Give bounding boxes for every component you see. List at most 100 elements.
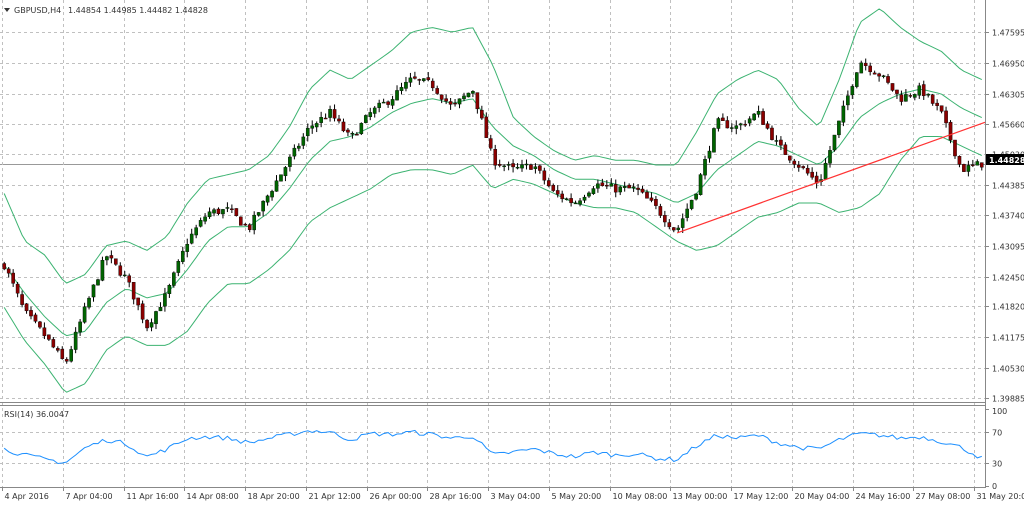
candle-body — [283, 167, 288, 177]
candle-body — [475, 92, 480, 110]
candle-body — [515, 166, 520, 169]
candle-body — [444, 98, 448, 102]
candle-body — [895, 89, 899, 94]
candle-body — [524, 163, 529, 166]
price-tick-label: 1.40530 — [992, 365, 1024, 374]
bollinger-upper-band — [3, 8, 983, 284]
price-tick-label: 1.41820 — [992, 303, 1024, 312]
candle-body — [73, 331, 78, 350]
candle-body — [163, 293, 167, 307]
candle-body — [292, 147, 297, 157]
candle-body — [689, 199, 694, 209]
rsi-tick-label: 70 — [992, 429, 1002, 438]
candle-body — [310, 125, 315, 129]
candle-body — [734, 125, 739, 129]
candle-body — [529, 164, 533, 170]
candle-body — [145, 319, 149, 329]
candle-body — [301, 136, 306, 146]
candle-body — [939, 105, 944, 112]
candle-body — [917, 85, 922, 96]
candle-body — [404, 81, 408, 89]
candle-body — [252, 214, 256, 231]
price-tick-label: 1.43095 — [992, 243, 1024, 252]
candle-body — [506, 164, 511, 166]
rsi-label: RSI(14) 36.0047 — [4, 410, 69, 419]
candle-body — [832, 134, 837, 151]
candle-body — [881, 75, 886, 77]
candle-body — [663, 215, 667, 223]
candle-body — [346, 129, 350, 133]
candle-body — [631, 186, 636, 189]
candle-body — [417, 79, 422, 81]
current-price-box — [986, 154, 1024, 165]
candle-body — [810, 171, 814, 178]
candle-body — [189, 233, 194, 244]
candle-body — [78, 321, 82, 333]
time-tick-label: 14 Apr 08:00 — [187, 492, 239, 501]
candle-body — [850, 86, 855, 96]
price-tick-label: 1.47595 — [992, 29, 1024, 38]
candle-body — [721, 117, 725, 122]
candle-body — [180, 250, 185, 262]
candle-body — [756, 111, 761, 115]
candle-body — [15, 283, 20, 294]
candle-body — [948, 121, 953, 141]
rsi-series — [3, 429, 982, 465]
candle-body — [363, 115, 368, 123]
candle-body — [332, 109, 337, 119]
candle-body — [747, 118, 752, 124]
time-tick-label: 28 Apr 16:00 — [430, 492, 482, 501]
time-axis: 4 Apr 2016 7 Apr 04:00 11 Apr 16:00 14 Apr … — [2, 487, 1024, 501]
candle-body — [962, 164, 966, 172]
candle-body — [439, 94, 444, 100]
candle-body — [654, 199, 658, 206]
candle-body — [480, 109, 484, 119]
candle-body — [542, 170, 547, 181]
candle-body — [172, 272, 176, 286]
time-tick-label: 5 May 20:00 — [552, 492, 602, 501]
current-price-marker: 1.44828 — [986, 154, 1024, 165]
candle-body — [546, 180, 551, 187]
rsi-line — [3, 429, 982, 465]
candle-body — [698, 174, 703, 195]
candle-body — [435, 88, 440, 94]
candle-body — [640, 188, 645, 193]
candle-body — [582, 196, 587, 201]
candle-body — [225, 207, 230, 209]
candle-body — [29, 310, 33, 317]
bollinger-middle-band — [3, 88, 983, 337]
candle-body — [185, 244, 190, 252]
candle-body — [779, 139, 783, 146]
candle-body — [105, 256, 109, 261]
price-axis: 1.475951.469501.463051.456601.450301.443… — [985, 29, 1024, 404]
price-tick-label: 1.46305 — [992, 91, 1024, 100]
candle-body — [484, 116, 489, 138]
candle-body — [288, 156, 292, 167]
price-tick-label: 1.46950 — [992, 60, 1024, 69]
candle-body — [520, 164, 524, 169]
candle-body — [47, 334, 51, 340]
candle-body — [752, 113, 756, 121]
collapse-arrow-icon[interactable] — [4, 8, 10, 12]
candle-body — [212, 209, 216, 214]
candle-body — [297, 145, 301, 149]
time-tick-label: 4 Apr 2016 — [5, 492, 49, 501]
candle-body — [846, 95, 850, 106]
price-tick-label: 1.44385 — [992, 182, 1024, 191]
candle-body — [466, 92, 471, 98]
candle-body — [935, 102, 939, 106]
candle-body — [140, 303, 145, 320]
candle-body — [488, 138, 493, 149]
trendline — [676, 121, 986, 234]
candle-body — [64, 359, 69, 362]
candle-body — [471, 91, 475, 94]
candle-body — [649, 197, 654, 201]
candle-body — [207, 211, 212, 218]
price-tick-label: 1.41175 — [992, 334, 1024, 343]
candle-body — [131, 282, 136, 300]
rsi-tick-label: 0 — [992, 482, 997, 491]
candle-body — [823, 162, 828, 180]
candle-body — [305, 128, 310, 137]
candle-body — [872, 72, 877, 75]
